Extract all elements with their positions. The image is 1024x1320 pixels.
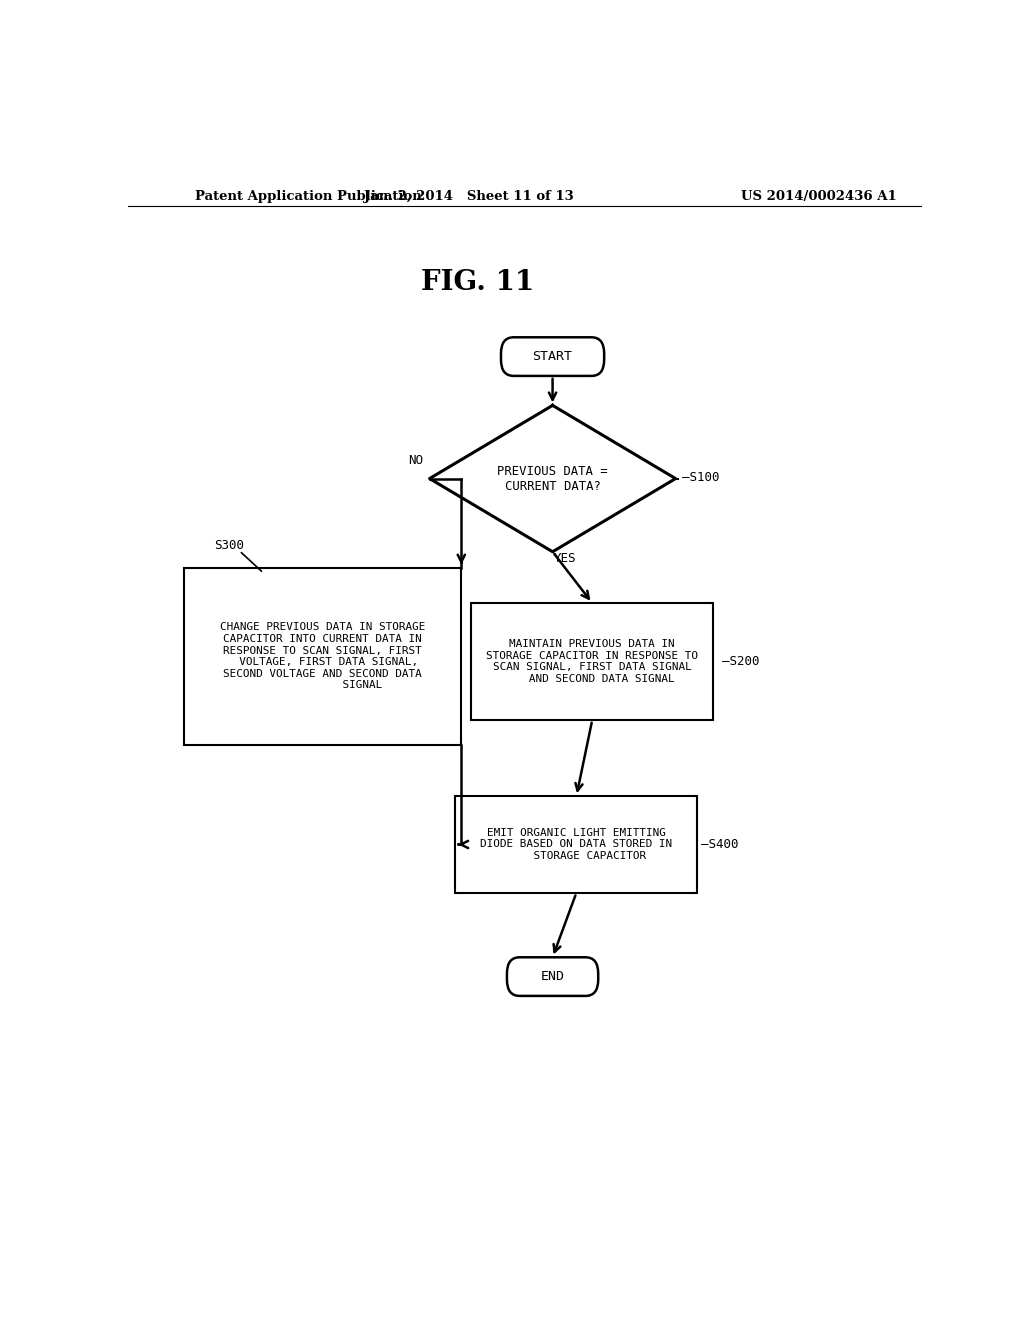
Text: —S400: —S400 [701, 838, 738, 851]
Bar [456, 796, 697, 892]
Text: S300: S300 [215, 539, 245, 552]
Text: PREVIOUS DATA =
CURRENT DATA?: PREVIOUS DATA = CURRENT DATA? [498, 465, 608, 492]
Text: —S200: —S200 [722, 655, 759, 668]
Text: FIG. 11: FIG. 11 [421, 269, 534, 296]
Text: Patent Application Publication: Patent Application Publication [196, 190, 422, 202]
Text: US 2014/0002436 A1: US 2014/0002436 A1 [740, 190, 896, 202]
FancyBboxPatch shape [501, 338, 604, 376]
FancyBboxPatch shape [507, 957, 598, 995]
Text: START: START [532, 350, 572, 363]
Bar [471, 603, 714, 719]
Text: END: END [541, 970, 564, 983]
Bar [183, 568, 461, 746]
Text: MAINTAIN PREVIOUS DATA IN
STORAGE CAPACITOR IN RESPONSE TO
SCAN SIGNAL, FIRST DA: MAINTAIN PREVIOUS DATA IN STORAGE CAPACI… [486, 639, 698, 684]
Text: CHANGE PREVIOUS DATA IN STORAGE
CAPACITOR INTO CURRENT DATA IN
RESPONSE TO SCAN : CHANGE PREVIOUS DATA IN STORAGE CAPACITO… [220, 623, 425, 690]
Text: —S100: —S100 [682, 471, 720, 484]
Text: YES: YES [554, 552, 577, 565]
Text: NO: NO [408, 454, 423, 467]
Text: EMIT ORGANIC LIGHT EMITTING
DIODE BASED ON DATA STORED IN
    STORAGE CAPACITOR: EMIT ORGANIC LIGHT EMITTING DIODE BASED … [480, 828, 673, 861]
Text: Jan. 2, 2014   Sheet 11 of 13: Jan. 2, 2014 Sheet 11 of 13 [365, 190, 574, 202]
